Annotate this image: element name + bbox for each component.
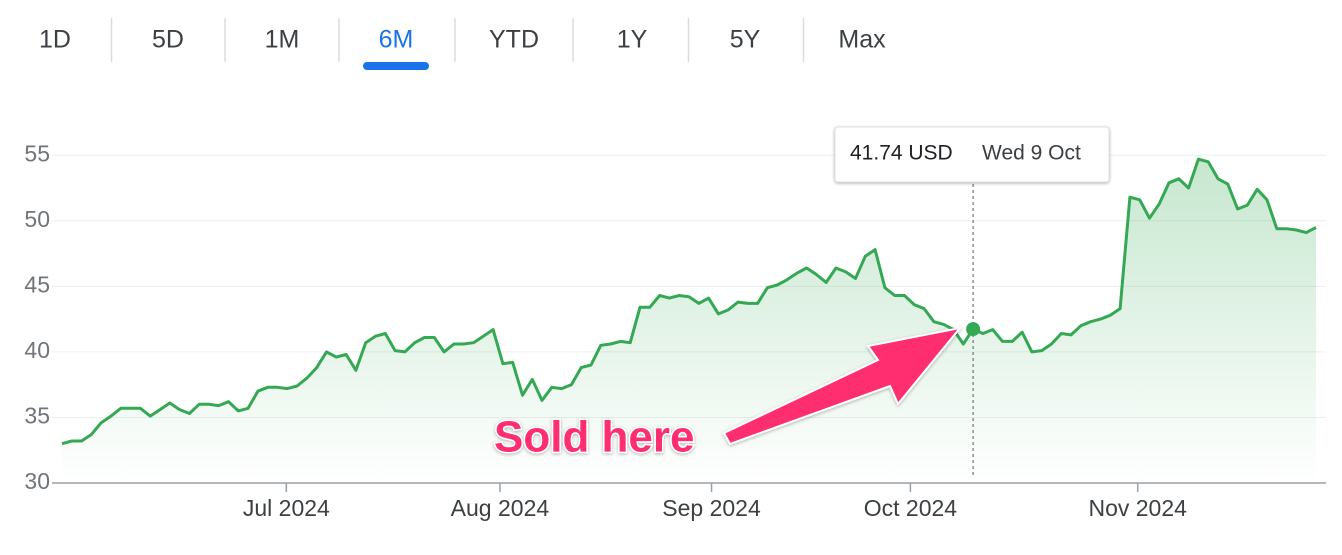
highlight-point xyxy=(966,322,981,337)
range-tab[interactable]: Max xyxy=(838,26,886,54)
y-tick-label: 55 xyxy=(24,140,50,166)
plot: 30 35 40 45 50 55 Jul 2024 Aug 2024 Sep 2024 Oct … xyxy=(24,126,1326,521)
tooltip-box xyxy=(834,126,1110,183)
x-tick-label: Oct 2024 xyxy=(864,495,958,521)
annotation-arrow xyxy=(722,326,963,446)
range-tab[interactable]: YTD xyxy=(489,26,539,54)
y-tick-label: 35 xyxy=(24,403,50,429)
tooltip-date: Wed 9 Oct xyxy=(982,142,1081,165)
x-tick-label: Aug 2024 xyxy=(451,495,550,521)
x-tick-label: Sep 2024 xyxy=(662,495,761,521)
y-tick-label: 45 xyxy=(24,271,50,297)
range-tab[interactable]: 1M xyxy=(265,26,300,54)
y-tick-label: 30 xyxy=(24,468,50,494)
range-tab[interactable]: 5D xyxy=(152,26,184,54)
area-fill xyxy=(62,159,1316,483)
y-tick-label: 50 xyxy=(24,206,50,232)
tooltip-value: 41.74 USD xyxy=(850,142,953,165)
range-tabs: 1D 5D 1M 6M YTD 1Y 5Y Max xyxy=(39,18,886,70)
range-tab[interactable]: 1D xyxy=(39,26,71,54)
active-indicator xyxy=(363,62,429,70)
range-tab[interactable]: 5Y xyxy=(730,26,761,54)
annotation-text: Sold here xyxy=(494,413,695,462)
y-tick-label: 40 xyxy=(24,337,50,363)
range-tab[interactable]: 6M xyxy=(379,26,414,54)
x-tick-label: Nov 2024 xyxy=(1088,495,1187,521)
x-tick-label: Jul 2024 xyxy=(243,495,330,521)
price-line xyxy=(61,157,1317,446)
range-tab[interactable]: 1Y xyxy=(617,26,648,54)
